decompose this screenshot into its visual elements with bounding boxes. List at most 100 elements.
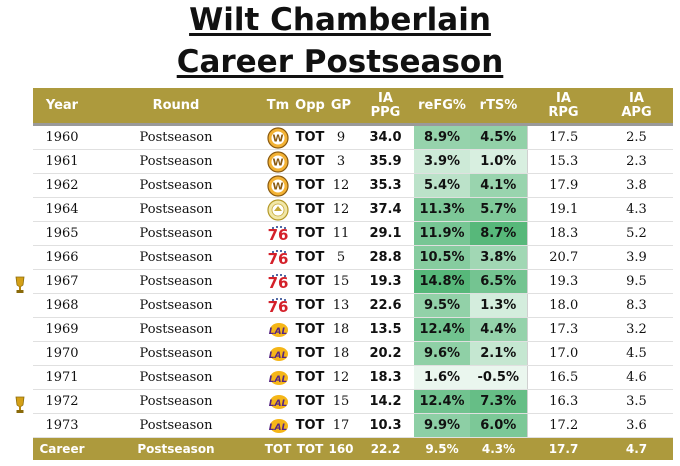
row-refg: 8.9% <box>414 124 470 150</box>
header-ia-ppg[interactable]: IA PPG <box>357 88 414 126</box>
row-opp: TOT <box>295 173 325 198</box>
team-cell: W <box>261 173 295 198</box>
header-tm[interactable]: Tm <box>261 88 295 126</box>
row-year: 1965 <box>33 221 91 246</box>
row-rts: 8.7% <box>470 221 527 246</box>
row-ppg: 35.9 <box>357 149 414 174</box>
row-opp: TOT <box>295 124 325 150</box>
row-refg: 11.3% <box>414 197 470 222</box>
svg-text:LAL: LAL <box>269 327 288 337</box>
row-rts: -0.5% <box>470 365 527 390</box>
row-gp: 11 <box>325 221 357 246</box>
row-rpg: 16.5 <box>526 365 600 390</box>
career-ppg: 22.2 <box>357 437 414 460</box>
row-round: Postseason <box>91 269 261 294</box>
svg-text:76: 76 <box>268 274 289 292</box>
row-opp: TOT <box>295 221 325 246</box>
row-apg: 4.3 <box>600 197 673 222</box>
row-gp: 9 <box>325 124 357 150</box>
row-rts: 5.7% <box>470 197 527 222</box>
row-rts: 6.5% <box>470 269 527 294</box>
career-rpg: 17.7 <box>527 437 600 460</box>
row-opp: TOT <box>295 197 325 222</box>
header-ia-rpg[interactable]: IA RPG <box>527 88 600 126</box>
row-round: Postseason <box>91 197 261 222</box>
row-year: 1971 <box>33 365 91 390</box>
svg-text:LAL: LAL <box>269 351 288 361</box>
header-gp[interactable]: GP <box>325 88 357 126</box>
table-row: 1972 Postseason LAL TOT 15 14.2 12.4% 7.3% 16.3 3… <box>33 389 673 414</box>
row-ppg: 19.3 <box>357 269 414 294</box>
team-cell: LAL <box>261 341 295 366</box>
row-apg: 3.8 <box>600 173 673 198</box>
row-refg: 12.4% <box>414 317 470 342</box>
svg-text:LAL: LAL <box>269 399 288 409</box>
team-cell: 76 <box>261 293 295 318</box>
76ers-logo-icon: 76 <box>267 297 289 316</box>
career-round: Postseason <box>91 437 261 460</box>
row-round: Postseason <box>91 221 261 246</box>
svg-text:76: 76 <box>268 226 289 244</box>
row-refg: 14.8% <box>414 269 470 294</box>
team-cell: 76 <box>261 221 295 246</box>
career-apg: 4.7 <box>600 437 673 460</box>
row-opp: TOT <box>295 389 325 414</box>
row-rpg: 17.0 <box>526 341 600 366</box>
header-refg[interactable]: reFG% <box>414 88 470 126</box>
row-gp: 15 <box>325 389 357 414</box>
row-apg: 2.3 <box>600 149 673 174</box>
header-opp[interactable]: Opp <box>295 88 325 126</box>
career-refg: 9.5% <box>414 437 470 460</box>
team-cell <box>261 197 295 222</box>
row-opp: TOT <box>295 293 325 318</box>
row-opp: TOT <box>295 245 325 270</box>
row-round: Postseason <box>91 389 261 414</box>
row-year: 1961 <box>33 149 91 174</box>
row-rts: 1.3% <box>470 293 527 318</box>
row-refg: 1.6% <box>414 365 470 390</box>
row-gp: 17 <box>325 413 357 438</box>
row-gp: 12 <box>325 173 357 198</box>
career-tm: TOT <box>261 437 295 460</box>
row-round: Postseason <box>91 245 261 270</box>
lakers-logo-icon: LAL <box>267 394 289 409</box>
svg-text:LAL: LAL <box>269 375 288 385</box>
row-round: Postseason <box>91 149 261 174</box>
table-row: 1970 Postseason LAL TOT 18 20.2 9.6% 2.1% 17.0 4.… <box>33 341 673 366</box>
career-gp: 160 <box>325 437 357 460</box>
career-year: Career <box>33 437 91 460</box>
header-round[interactable]: Round <box>91 88 261 126</box>
svg-text:W: W <box>272 133 283 144</box>
table-body: 1960 Postseason W TOT 9 34.0 8.9% 4.5% 17.5 2.5 19… <box>33 124 673 438</box>
team-cell: LAL <box>261 365 295 390</box>
team-cell: LAL <box>261 317 295 342</box>
row-year: 1969 <box>33 317 91 342</box>
header-ia-apg[interactable]: IA APG <box>600 88 673 126</box>
row-rts: 4.5% <box>470 124 527 150</box>
row-refg: 3.9% <box>414 149 470 174</box>
row-rts: 7.3% <box>470 389 527 414</box>
row-ppg: 10.3 <box>357 413 414 438</box>
row-rts: 6.0% <box>470 413 527 438</box>
row-refg: 12.4% <box>414 389 470 414</box>
row-apg: 3.6 <box>600 413 673 438</box>
row-ppg: 34.0 <box>357 124 414 150</box>
row-year: 1972 <box>33 389 91 414</box>
sf-warriors-logo-icon <box>267 198 289 221</box>
header-year[interactable]: Year <box>33 88 91 126</box>
svg-text:76: 76 <box>268 250 289 268</box>
row-apg: 5.2 <box>600 221 673 246</box>
header-rts[interactable]: rTS% <box>470 88 527 126</box>
row-opp: TOT <box>295 365 325 390</box>
svg-text:W: W <box>272 157 283 168</box>
row-round: Postseason <box>91 293 261 318</box>
row-refg: 11.9% <box>414 221 470 246</box>
row-ppg: 18.3 <box>357 365 414 390</box>
row-refg: 9.9% <box>414 413 470 438</box>
row-year: 1960 <box>33 124 91 150</box>
row-ppg: 28.8 <box>357 245 414 270</box>
row-apg: 9.5 <box>600 269 673 294</box>
table-row: 1965 Postseason 76 TOT 11 29.1 11.9% 8.7% 18.3 5.… <box>33 221 673 246</box>
title-line-2: Career Postseason <box>176 44 504 80</box>
row-round: Postseason <box>91 365 261 390</box>
